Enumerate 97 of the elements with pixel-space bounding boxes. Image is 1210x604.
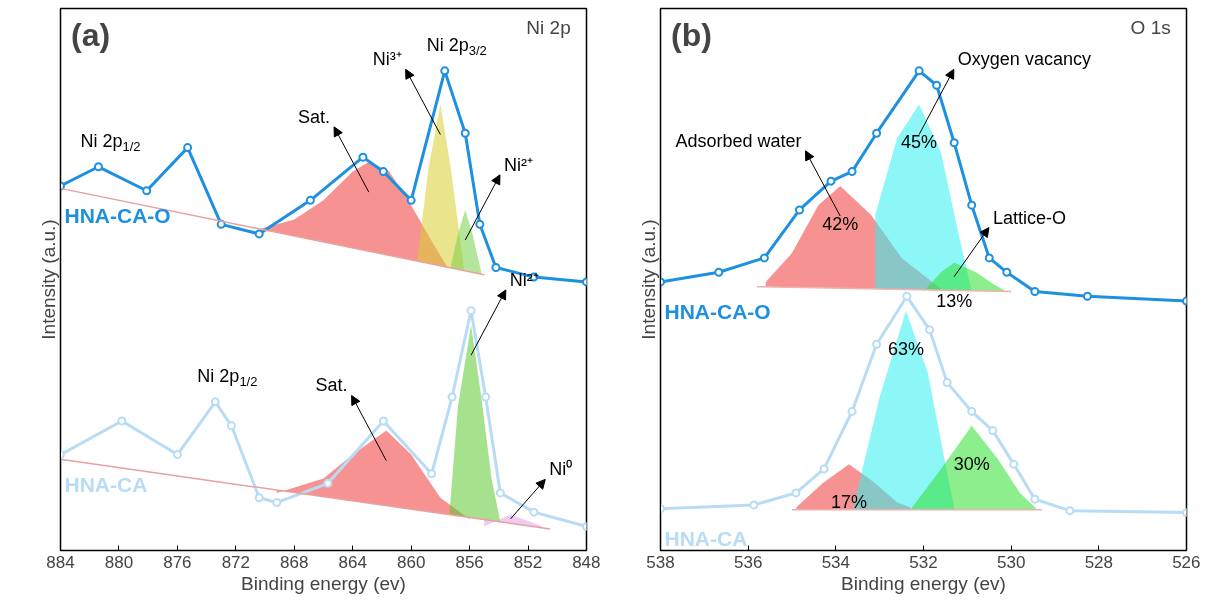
- point: [427, 469, 437, 479]
- point: [847, 406, 857, 416]
- annotation: 17%: [830, 492, 867, 513]
- point: [183, 143, 193, 153]
- point: [358, 152, 368, 162]
- point: [942, 378, 952, 388]
- x-tick-label: 538: [646, 552, 675, 572]
- x-tick-label: 876: [163, 552, 192, 572]
- point: [305, 195, 315, 205]
- point: [406, 195, 416, 205]
- point: [925, 325, 935, 335]
- series-label: HNA-CA-O: [64, 204, 171, 228]
- annotation: 45%: [901, 132, 938, 153]
- text: Oxygen vacancy: [957, 49, 1091, 70]
- x-tick-label: 534: [821, 552, 851, 572]
- point: [826, 176, 836, 186]
- y-axis-title: Intensity (a.u.): [637, 219, 659, 340]
- point: [272, 498, 282, 508]
- y-axis-title: Intensity (a.u.): [37, 219, 59, 340]
- point: [1002, 267, 1012, 277]
- text: Sat.: [298, 106, 331, 127]
- x-tick-label: 852: [513, 552, 543, 572]
- point: [481, 392, 491, 402]
- series-label: HNA-CA: [664, 527, 748, 551]
- text: Ni³⁺: [372, 49, 402, 70]
- text: Adsorbed water: [675, 130, 802, 151]
- point: [984, 253, 994, 263]
- x-tick-label: 856: [455, 552, 484, 572]
- annotation: 63%: [887, 338, 924, 359]
- point: [1082, 291, 1092, 301]
- point: [254, 493, 264, 503]
- point: [967, 200, 977, 210]
- x-axis-title: Binding energy (ev): [841, 572, 1006, 594]
- point: [529, 507, 539, 517]
- point: [254, 229, 264, 239]
- text: Lattice-O: [992, 207, 1066, 228]
- series-label: HNA-CA: [64, 473, 148, 497]
- point: [967, 406, 977, 416]
- point: [466, 306, 476, 316]
- point: [1030, 494, 1040, 504]
- text: Ni⁰: [549, 459, 573, 480]
- point: [491, 263, 501, 272]
- point: [872, 128, 882, 138]
- point: [460, 128, 470, 138]
- chart-title: (a): [71, 16, 111, 53]
- point: [378, 416, 388, 426]
- point: [759, 253, 769, 263]
- point: [1009, 459, 1019, 469]
- annotation: 42%: [822, 213, 859, 234]
- point: [447, 392, 457, 402]
- annotation: 13%: [936, 290, 973, 311]
- annotation: 30%: [953, 453, 990, 474]
- text: Sat.: [315, 375, 348, 396]
- point: [1065, 506, 1075, 516]
- x-tick-label: 848: [572, 552, 601, 572]
- point: [1030, 287, 1040, 296]
- point: [117, 416, 127, 426]
- point: [440, 66, 450, 76]
- x-tick-label: 860: [396, 552, 426, 572]
- point: [323, 478, 333, 488]
- point: [902, 291, 912, 301]
- x-tick-label: 868: [280, 552, 309, 572]
- point: [988, 426, 998, 436]
- point: [475, 219, 485, 229]
- point: [714, 267, 724, 277]
- x-tick-label: 526: [1172, 552, 1201, 572]
- x-tick-label: 536: [733, 552, 763, 572]
- x-tick-label: 872: [221, 552, 251, 572]
- series-label: HNA-CA-O: [664, 300, 771, 324]
- x-tick-label: 864: [338, 552, 367, 572]
- x-tick-label: 884: [46, 552, 75, 572]
- point: [794, 205, 804, 215]
- point: [93, 162, 103, 172]
- x-axis-title: Binding energy (ev): [241, 572, 406, 594]
- point: [932, 80, 942, 90]
- point: [210, 397, 220, 407]
- point: [378, 167, 388, 177]
- point: [172, 450, 182, 460]
- point: [495, 488, 505, 498]
- point: [914, 66, 924, 76]
- point: [142, 186, 152, 196]
- chart-title: (b): [671, 16, 712, 53]
- x-tick-label: 528: [1084, 552, 1114, 572]
- point: [949, 138, 959, 148]
- point: [791, 488, 801, 498]
- x-tick-label: 530: [996, 552, 1026, 572]
- chart-subtitle: O 1s: [1130, 16, 1171, 38]
- x-tick-label: 532: [909, 552, 938, 572]
- point: [819, 464, 829, 474]
- text: Ni²⁺: [509, 269, 539, 290]
- chart-subtitle: Ni 2p: [526, 16, 571, 38]
- x-tick-label: 880: [104, 552, 134, 572]
- point: [847, 167, 857, 177]
- text: Ni²⁺: [503, 154, 533, 175]
- point: [872, 339, 882, 349]
- point: [749, 500, 759, 510]
- point: [226, 421, 236, 431]
